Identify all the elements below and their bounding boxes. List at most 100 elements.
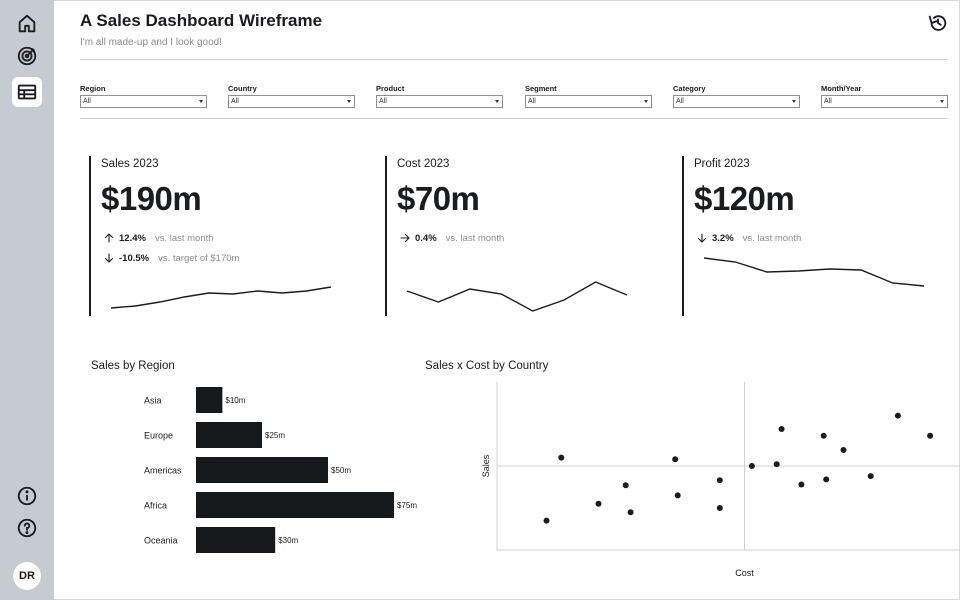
country-select[interactable]: All (228, 95, 355, 108)
scatter-point[interactable] (543, 517, 550, 524)
scatter-point[interactable] (778, 426, 785, 432)
sparkline-path (703, 257, 925, 287)
info-button[interactable] (12, 481, 42, 511)
filter-month-year: Month/Year All (821, 84, 948, 108)
filter-label: Country (228, 84, 257, 93)
bar-data-label: $25m (265, 431, 285, 440)
arrow-down-icon (104, 253, 114, 263)
month-year-select[interactable]: All (821, 95, 948, 108)
scatter-point[interactable] (595, 500, 602, 507)
scatter-point[interactable] (716, 505, 723, 511)
y-axis-label: Sales (481, 454, 491, 477)
kpi-title: Profit 2023 (694, 158, 750, 170)
kpi-change-row: 3.2% vs. last month (696, 232, 801, 244)
kpi-change-row: -10.5% vs. target of $170m (103, 252, 239, 264)
filter-label: Month/Year (821, 84, 862, 93)
kpi-change-label: vs. last month (154, 232, 214, 244)
kpi-change-row: 12.4% vs. last month (103, 232, 214, 244)
product-select[interactable]: All (376, 95, 503, 108)
table-icon (17, 84, 37, 100)
segment-select[interactable]: All (525, 95, 652, 108)
scatter-chart-title: Sales x Cost by Country (425, 360, 549, 372)
scatter-point[interactable] (672, 456, 679, 463)
category-select[interactable]: All (673, 95, 800, 108)
x-axis-label: Cost (735, 568, 754, 578)
kpi-card-profit: Profit 2023 $120m 3.2% vs. last month (682, 156, 942, 316)
bar-category-label: Europe (144, 431, 173, 441)
avatar[interactable]: DR (13, 562, 41, 590)
bar-data-label: $50m (331, 466, 351, 475)
kpi-value: $70m (397, 180, 480, 217)
bar[interactable] (196, 492, 394, 518)
sidebar: DR (0, 0, 54, 600)
kpi-change-pct: 0.4% (415, 232, 437, 244)
bar-category-label: Asia (144, 396, 162, 406)
page-subtitle: I'm all made-up and I look good! (80, 37, 222, 48)
scatter-point[interactable] (867, 473, 874, 480)
filter-label: Region (80, 84, 106, 93)
nav-goals[interactable] (12, 41, 42, 71)
page-title: A Sales Dashboard Wireframe (80, 11, 323, 30)
chevron-down-icon (199, 100, 203, 103)
bar[interactable] (196, 387, 223, 413)
kpi-change-row: 0.4% vs. last month (399, 232, 504, 244)
scatter-point[interactable] (558, 454, 565, 461)
scatter-point[interactable] (798, 481, 805, 488)
chevron-down-icon (347, 100, 351, 103)
filter-category: Category All (673, 84, 800, 108)
sales-cost-scatter: Cost Sales (481, 382, 960, 578)
target-icon (17, 46, 37, 66)
kpi-change-label: vs. last month (742, 232, 802, 244)
bar[interactable] (196, 527, 276, 553)
kpi-title: Sales 2023 (101, 158, 159, 170)
sparkline-path (110, 286, 332, 309)
scatter-point[interactable] (823, 476, 830, 483)
filter-label: Segment (525, 84, 557, 93)
bar[interactable] (196, 457, 328, 483)
refresh-icon[interactable] (927, 12, 949, 34)
chevron-down-icon (644, 100, 648, 103)
filter-label: Category (673, 84, 706, 93)
scatter-point[interactable] (927, 432, 934, 439)
bar-chart-title: Sales by Region (91, 360, 175, 372)
arrow-down-icon (697, 233, 707, 243)
filter-country: Country All (228, 84, 355, 108)
sales-by-region-chart: Asia $10m Europe $25m Americas $50m Africa $75m… (144, 387, 417, 553)
arrow-right-icon (400, 233, 410, 243)
scatter-point[interactable] (716, 477, 723, 484)
scatter-point[interactable] (622, 482, 629, 489)
filter-region: Region All (80, 84, 207, 108)
bar-data-label: $30m (278, 536, 298, 545)
kpi-change-pct: -10.5% (119, 252, 150, 264)
bar-data-label: $10m (225, 396, 245, 405)
bar[interactable] (196, 422, 262, 448)
profit-sparkline (703, 257, 925, 287)
cost-sparkline (406, 281, 628, 312)
scatter-point[interactable] (773, 461, 780, 468)
bar-category-label: Oceania (144, 536, 178, 546)
bar-category-label: Americas (144, 466, 182, 476)
scatter-point[interactable] (674, 492, 681, 499)
scatter-point[interactable] (840, 447, 847, 453)
filter-product: Product All (376, 84, 503, 108)
scatter-point[interactable] (748, 463, 755, 469)
kpi-change-label: vs. last month (445, 232, 505, 244)
main-panel: A Sales Dashboard Wireframe I'm all made… (54, 0, 960, 600)
nav-table[interactable] (12, 77, 42, 107)
nav-home[interactable] (12, 9, 42, 39)
scatter-point[interactable] (627, 509, 634, 516)
chevron-down-icon (495, 100, 499, 103)
sales-sparkline (110, 286, 332, 309)
home-icon (18, 14, 36, 33)
kpi-card-sales: Sales 2023 $190m 12.4% vs. last month -1… (89, 156, 349, 316)
region-select[interactable]: All (80, 95, 207, 108)
help-button[interactable] (12, 513, 42, 543)
kpi-title: Cost 2023 (397, 158, 450, 170)
info-icon (17, 486, 37, 506)
header-divider (80, 59, 948, 60)
filter-divider (80, 118, 948, 119)
scatter-point[interactable] (894, 412, 901, 419)
scatter-point[interactable] (820, 432, 827, 439)
chevron-down-icon (792, 100, 796, 103)
filter-segment: Segment All (525, 84, 652, 108)
